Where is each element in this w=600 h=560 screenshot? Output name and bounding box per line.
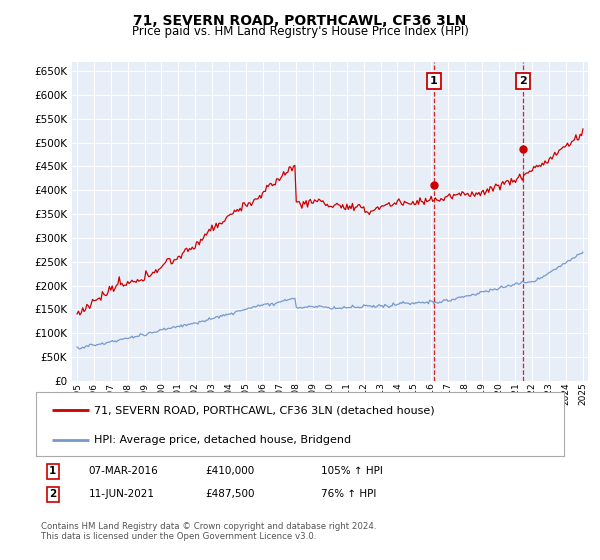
Text: 2: 2 <box>519 76 527 86</box>
Text: 71, SEVERN ROAD, PORTHCAWL, CF36 3LN: 71, SEVERN ROAD, PORTHCAWL, CF36 3LN <box>133 14 467 28</box>
Text: £487,500: £487,500 <box>205 489 254 500</box>
Text: HPI: Average price, detached house, Bridgend: HPI: Average price, detached house, Brid… <box>94 435 351 445</box>
Text: 11-JUN-2021: 11-JUN-2021 <box>89 489 155 500</box>
Text: 1: 1 <box>430 76 438 86</box>
Text: 105% ↑ HPI: 105% ↑ HPI <box>321 466 383 477</box>
Text: 71, SEVERN ROAD, PORTHCAWL, CF36 3LN (detached house): 71, SEVERN ROAD, PORTHCAWL, CF36 3LN (de… <box>94 405 435 415</box>
Text: £410,000: £410,000 <box>205 466 254 477</box>
Text: 07-MAR-2016: 07-MAR-2016 <box>89 466 158 477</box>
Text: 76% ↑ HPI: 76% ↑ HPI <box>321 489 376 500</box>
Text: Contains HM Land Registry data © Crown copyright and database right 2024.
This d: Contains HM Land Registry data © Crown c… <box>41 522 377 541</box>
Text: 2: 2 <box>49 489 56 500</box>
Text: Price paid vs. HM Land Registry's House Price Index (HPI): Price paid vs. HM Land Registry's House … <box>131 25 469 38</box>
Text: 1: 1 <box>49 466 56 477</box>
